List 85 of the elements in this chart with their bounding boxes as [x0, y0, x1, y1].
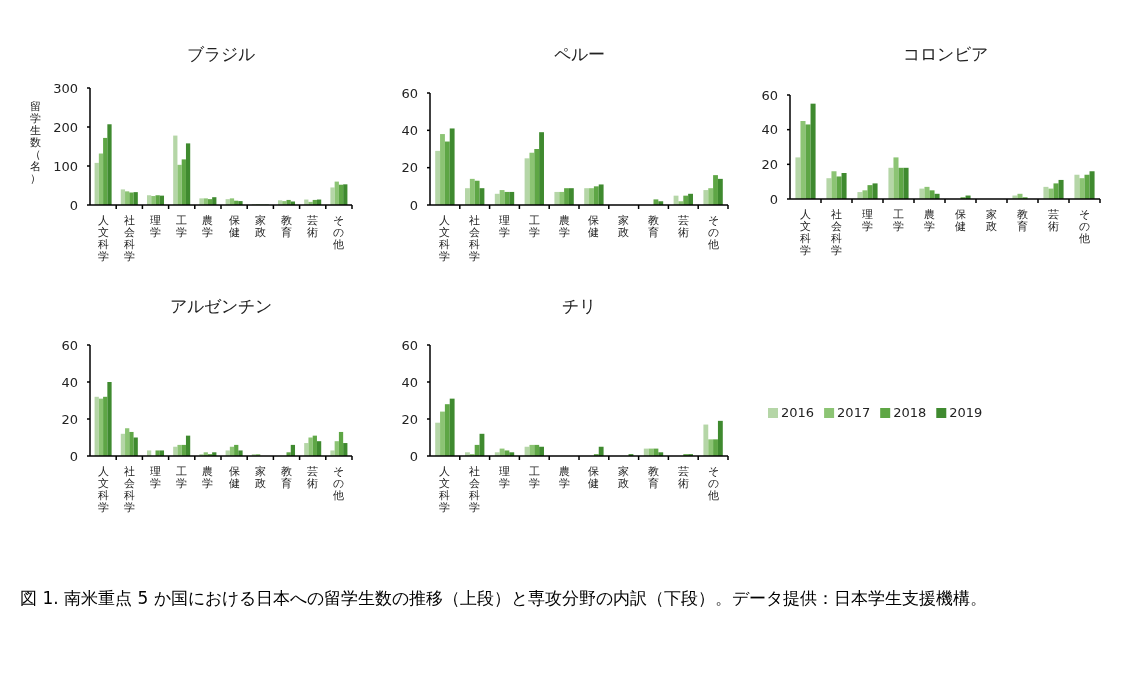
x-tick-label: 社会科学 — [831, 208, 842, 257]
x-tick-label: 教育 — [648, 214, 659, 239]
legend-item: 2017 — [824, 405, 871, 420]
y-tick-label: 60 — [401, 85, 418, 101]
chart-title: チリ — [562, 296, 596, 316]
y-tick-label: 0 — [769, 191, 778, 207]
y-tick-label: 40 — [761, 122, 778, 138]
y-tick-label: 0 — [409, 448, 418, 464]
y-tick-label: 20 — [401, 411, 418, 427]
y-tick-label: 60 — [61, 337, 78, 353]
x-tick-label: 芸術 — [677, 465, 689, 490]
legend-item: 2018 — [880, 405, 927, 420]
x-tick-label: 芸術 — [1048, 208, 1059, 233]
y-axis-title: 留学生数（名） — [29, 99, 41, 185]
x-tick-label: 家政 — [618, 465, 630, 490]
x-tick-label: 家政 — [254, 214, 266, 239]
y-tick-label: 300 — [53, 80, 78, 96]
legend-label: 2019 — [949, 405, 983, 420]
x-tick-label: 家政 — [986, 208, 997, 233]
chart-title: ブラジル — [187, 44, 255, 64]
x-tick-label: 家政 — [254, 465, 266, 490]
y-tick-label: 60 — [401, 337, 418, 353]
chart-title: ペルー — [553, 44, 605, 64]
x-tick-label: 工学 — [528, 214, 540, 239]
y-tick-label: 20 — [761, 156, 778, 172]
x-tick-label: 人文科学 — [800, 208, 811, 257]
legend-label: 2018 — [893, 405, 927, 420]
y-tick-label: 40 — [61, 374, 78, 390]
x-tick-label: 教育 — [648, 465, 659, 490]
x-tick-label: 教育 — [1017, 208, 1028, 233]
x-tick-label: 人文科学 — [439, 465, 451, 514]
y-tick-label: 60 — [761, 87, 778, 103]
x-tick-label: 芸術 — [307, 465, 319, 490]
x-tick-label: 社会科学 — [123, 465, 135, 514]
x-tick-label: 保健 — [955, 208, 966, 233]
x-tick-label: 理学 — [499, 214, 510, 239]
x-tick-label: 保健 — [228, 465, 240, 490]
y-tick-label: 40 — [401, 122, 418, 138]
x-tick-label: 保健 — [588, 465, 600, 490]
x-tick-label: その他 — [333, 214, 345, 251]
x-tick-label: 社会科学 — [469, 214, 481, 263]
x-tick-label: 保健 — [228, 214, 240, 239]
y-tick-label: 0 — [69, 448, 78, 464]
x-tick-label: 家政 — [618, 214, 630, 239]
x-tick-label: 理学 — [150, 465, 161, 490]
legend-item: 2019 — [936, 405, 983, 420]
y-tick-label: 100 — [53, 158, 78, 174]
caption: 図 1. 南米重点 5 か国における日本への留学生数の推移（上段）と専攻分野の内訳（下段）。データ提供：日本学生支援機構。 — [20, 587, 988, 610]
x-tick-label: 工学 — [528, 465, 540, 490]
chart-title: アルゼンチン — [170, 296, 272, 316]
x-tick-label: 農学 — [202, 214, 214, 239]
chart-title: コロンビア — [902, 44, 988, 64]
x-tick-label: その他 — [707, 214, 719, 251]
x-tick-label: その他 — [707, 465, 719, 502]
y-tick-label: 20 — [61, 411, 78, 427]
x-tick-label: 社会科学 — [123, 214, 135, 263]
x-tick-label: 工学 — [893, 208, 904, 233]
x-tick-label: 理学 — [862, 208, 873, 233]
x-tick-label: 人文科学 — [97, 214, 109, 263]
x-tick-label: 人文科学 — [439, 214, 451, 263]
x-tick-label: 工学 — [176, 465, 188, 490]
y-tick-label: 200 — [53, 119, 78, 135]
x-tick-label: 農学 — [202, 465, 214, 490]
x-tick-label: その他 — [333, 465, 345, 502]
x-tick-label: 教育 — [281, 214, 292, 239]
x-tick-label: 芸術 — [307, 214, 319, 239]
legend-label: 2017 — [837, 405, 871, 420]
y-tick-label: 0 — [409, 197, 418, 213]
x-tick-label: 人文科学 — [97, 465, 109, 514]
legend-item: 2016 — [768, 405, 815, 420]
x-tick-label: 理学 — [499, 465, 510, 490]
legend-label: 2016 — [781, 405, 815, 420]
x-tick-label: 工学 — [176, 214, 188, 239]
x-tick-label: 教育 — [281, 465, 292, 490]
x-tick-label: 農学 — [924, 208, 935, 233]
x-tick-label: 農学 — [558, 465, 570, 490]
y-tick-label: 40 — [401, 374, 418, 390]
x-tick-label: その他 — [1079, 208, 1090, 245]
x-tick-label: 芸術 — [677, 214, 689, 239]
x-tick-label: 農学 — [558, 214, 570, 239]
x-tick-label: 保健 — [588, 214, 600, 239]
x-tick-label: 社会科学 — [469, 465, 481, 514]
y-tick-label: 20 — [401, 160, 418, 176]
x-tick-label: 理学 — [150, 214, 161, 239]
y-tick-label: 0 — [69, 197, 78, 213]
